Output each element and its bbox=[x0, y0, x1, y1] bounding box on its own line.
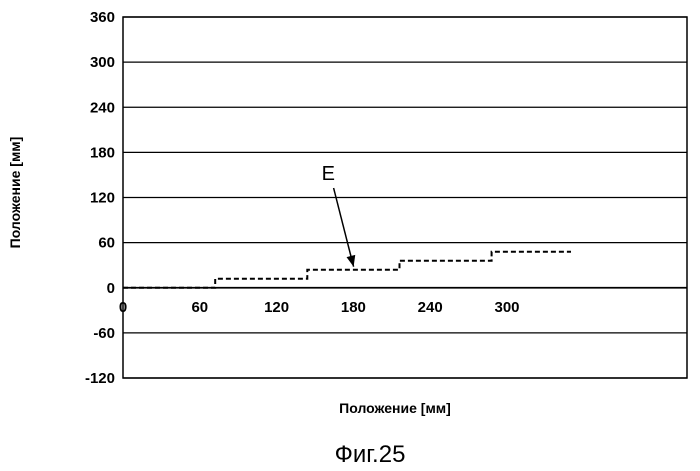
y-tick-label: 60 bbox=[98, 235, 115, 252]
y-tick-label: 300 bbox=[90, 54, 115, 71]
x-tick-label: 180 bbox=[341, 299, 366, 316]
x-tick-label: 60 bbox=[191, 299, 208, 316]
y-tick-label: -60 bbox=[93, 325, 115, 342]
y-tick-label: 240 bbox=[90, 99, 115, 116]
y-tick-label: 120 bbox=[90, 190, 115, 207]
annotation-arrow bbox=[334, 188, 354, 267]
x-axis-label: Положение [мм] bbox=[339, 400, 451, 416]
annotation-arrowhead bbox=[347, 255, 356, 267]
x-tick-labels: 0 60 120 180 240 300 bbox=[119, 299, 520, 316]
figure-caption: Фиг.25 bbox=[335, 441, 406, 468]
y-tick-label: 360 bbox=[90, 9, 115, 26]
y-tick-label: 0 bbox=[107, 280, 115, 297]
annotation-label: E bbox=[322, 163, 335, 185]
x-tick-label: 120 bbox=[264, 299, 289, 316]
grid-lines bbox=[123, 17, 687, 378]
x-tick-label: 0 bbox=[119, 299, 127, 316]
annotation: E bbox=[322, 163, 356, 267]
y-tick-label: 180 bbox=[90, 144, 115, 161]
y-tick-label: -120 bbox=[85, 370, 115, 387]
y-axis-label: Положение [мм] bbox=[7, 137, 23, 249]
x-tick-label: 300 bbox=[494, 299, 519, 316]
x-tick-label: 240 bbox=[418, 299, 443, 316]
y-tick-labels: 360 300 240 180 120 60 0 -60 -120 bbox=[85, 9, 115, 387]
